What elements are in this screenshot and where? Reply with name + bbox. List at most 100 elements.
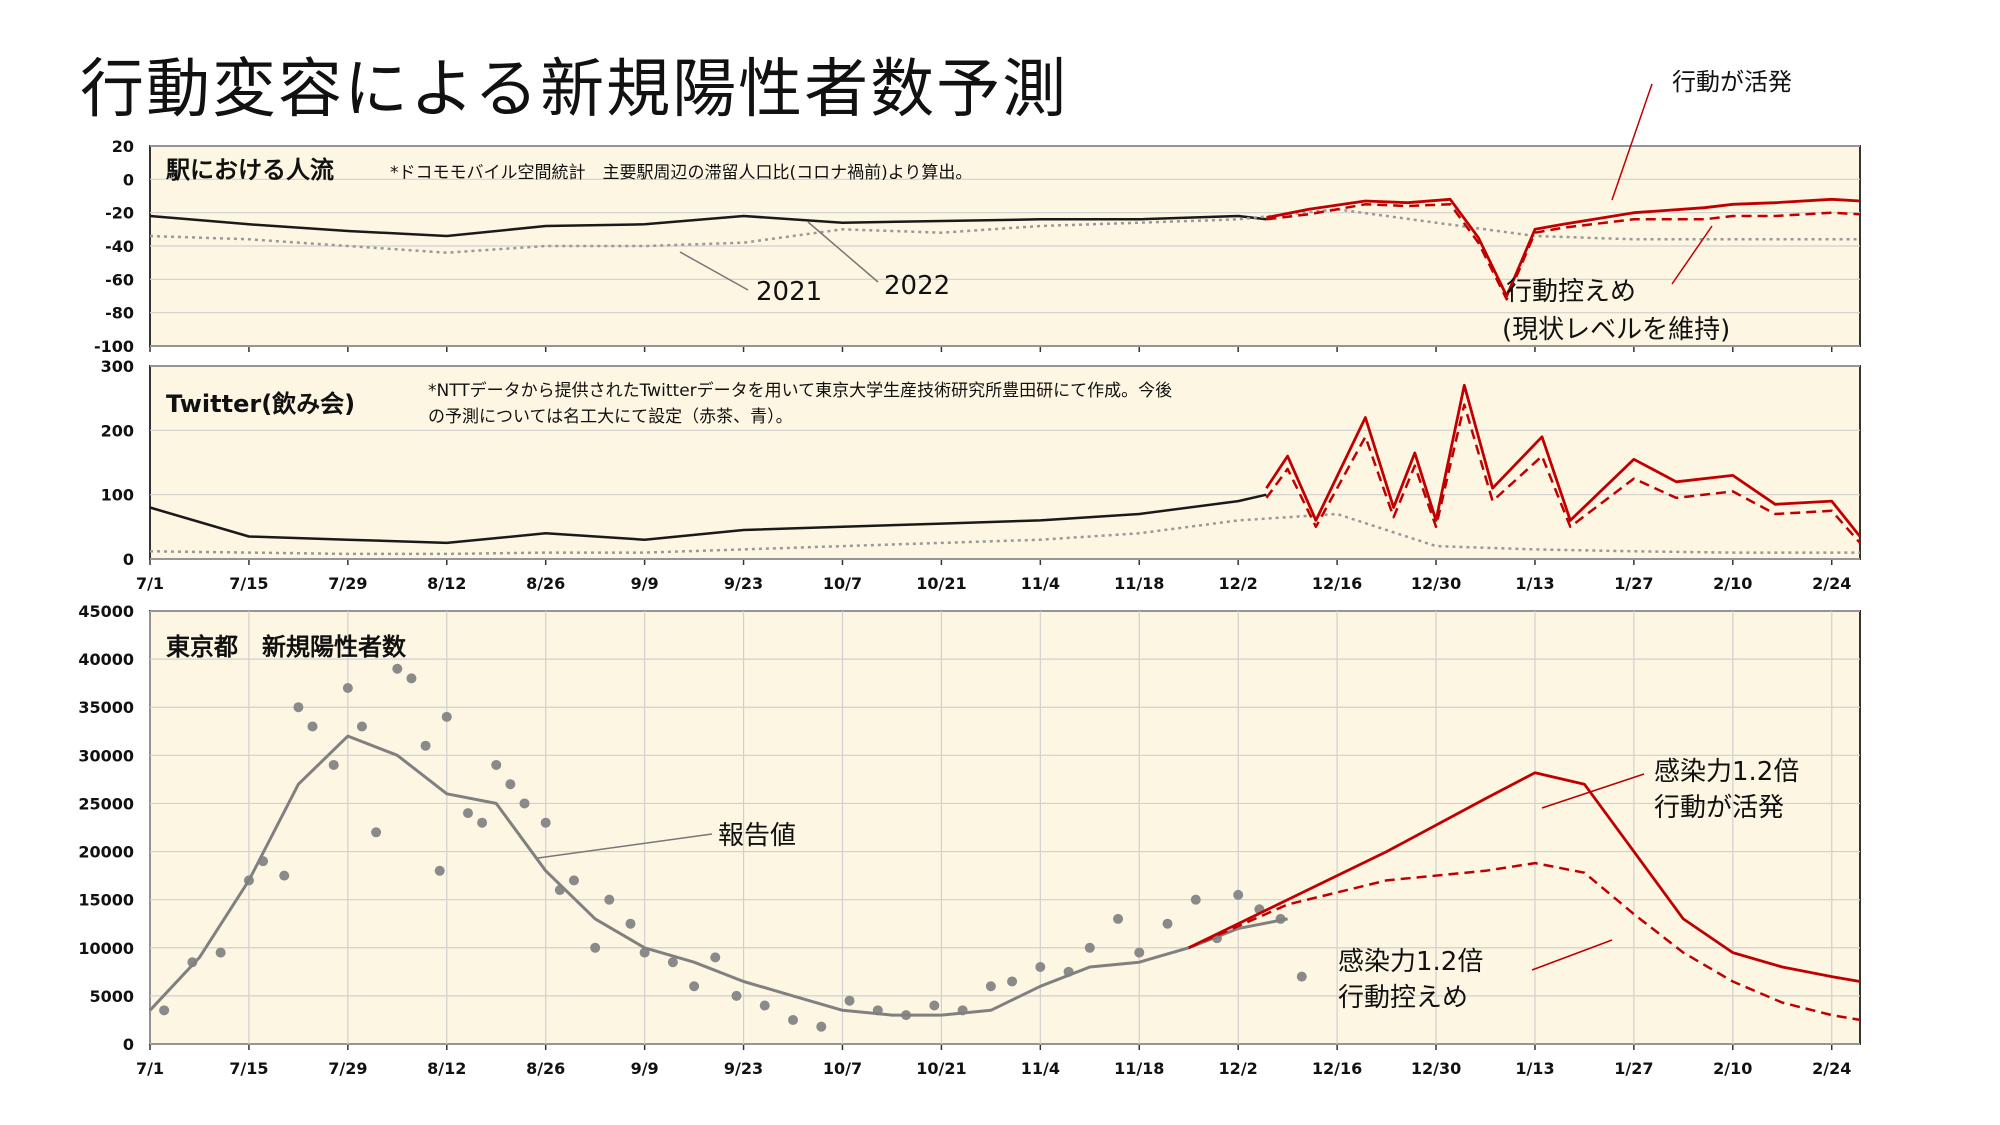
case-point — [420, 740, 431, 751]
case-point — [1296, 971, 1307, 982]
x-tick-label: 2/24 — [1812, 1059, 1851, 1078]
x-tick-label: 12/30 — [1411, 1059, 1461, 1078]
x-tick-label: 10/7 — [823, 1059, 862, 1078]
y-tick-label: 200 — [101, 421, 134, 440]
series-line-forecast-dashed — [1266, 203, 1861, 301]
case-point — [505, 779, 516, 790]
case-point — [625, 918, 636, 929]
case-point — [540, 817, 551, 828]
x-tick-label: 1/27 — [1614, 574, 1653, 593]
case-point — [1007, 976, 1018, 987]
case-point — [187, 957, 198, 968]
twitter-y-ticks: 300 200 100 0 — [101, 357, 134, 569]
label-restrained-case-2: 行動控えめ — [1338, 983, 1468, 1013]
label-active: 行動が活発 — [1672, 68, 1792, 96]
mobility-panel-title: 駅における人流 — [166, 156, 334, 184]
x-tick-label: 7/29 — [328, 574, 367, 593]
case-point — [731, 990, 742, 1001]
case-point — [477, 817, 488, 828]
x-tick-label: 11/18 — [1114, 574, 1164, 593]
series-line-previous_year — [149, 512, 1860, 556]
case-point — [441, 711, 452, 722]
x-tick-label: 10/7 — [823, 574, 862, 593]
case-point — [307, 721, 318, 732]
y-tick-label: 40000 — [78, 650, 134, 669]
x-tick-label: 8/12 — [427, 1059, 466, 1078]
x-tick-label: 8/26 — [526, 574, 565, 593]
x-tick-label: 12/16 — [1312, 574, 1362, 593]
y-tick-label: 30000 — [78, 746, 134, 765]
y-tick-label: 0 — [123, 1035, 134, 1054]
x-tick-label: 7/15 — [229, 574, 268, 593]
case-point — [667, 957, 678, 968]
main-title: 行動変容による新規陽性者数予測 — [80, 53, 1069, 127]
label-restrained-2: (現状レベルを維持) — [1502, 315, 1730, 345]
x-tick-label: 10/21 — [916, 574, 966, 593]
x-tick-label: 9/9 — [631, 1059, 659, 1078]
y-tick-label: 15000 — [78, 891, 134, 910]
case-point — [491, 759, 502, 770]
cases-x-labels: 7/1 7/15 7/29 8/12 8/26 9/9 9/23 10/7 10/21 11/4 1… — [136, 1059, 1851, 1078]
x-tick-label: 7/15 — [229, 1059, 268, 1078]
case-point — [568, 875, 579, 886]
case-point — [1162, 918, 1173, 929]
label-active-case-2: 行動が活発 — [1654, 793, 1784, 823]
x-tick-label: 1/13 — [1515, 1059, 1554, 1078]
y-tick-label: 10000 — [78, 939, 134, 958]
case-point — [279, 870, 290, 881]
label-restrained: 行動控えめ — [1506, 277, 1636, 307]
mobility-annotations: 2021 2022 行動が活発 行動控えめ (現状レベルを維持) — [679, 68, 1792, 345]
case-point — [342, 682, 353, 693]
x-tick-label: 12/30 — [1411, 574, 1461, 593]
case-point — [1190, 894, 1201, 905]
x-tick-label: 2/24 — [1812, 574, 1851, 593]
cases-panel: 45000 40000 35000 30000 25000 20000 15000 10000… — [78, 602, 1861, 1054]
twitter-panel-bg — [149, 365, 1861, 560]
twitter-series — [149, 383, 1862, 556]
y-tick-label: 100 — [101, 486, 134, 505]
series-line-observed — [149, 214, 1267, 238]
twitter-panel-title: Twitter(飲み会) — [166, 390, 355, 418]
y-tick-label: -20 — [105, 204, 134, 223]
case-point — [434, 865, 445, 876]
cases-annotations: 報告値 感染力1.2倍 行動が活発 感染力1.2倍 行動控えめ — [537, 757, 1799, 1013]
cases-panel-title: 東京都 新規陽性者数 — [166, 633, 407, 661]
case-point — [604, 894, 615, 905]
y-tick-label: 45000 — [78, 602, 134, 621]
cases-points — [159, 663, 1307, 1032]
y-tick-label: -80 — [105, 304, 134, 323]
x-tick-label: 2/10 — [1713, 1059, 1752, 1078]
y-tick-label: -100 — [94, 337, 134, 356]
case-point — [1134, 947, 1145, 958]
x-tick-label: 9/23 — [724, 574, 763, 593]
leader-active-case — [1541, 773, 1645, 809]
x-tick-label: 12/2 — [1219, 1059, 1258, 1078]
cases-series — [148, 734, 1861, 1022]
x-tick-label: 7/1 — [136, 574, 164, 593]
mobility-grid — [149, 145, 1860, 352]
x-tick-label: 2/10 — [1713, 574, 1752, 593]
y-tick-label: -40 — [105, 237, 134, 256]
twitter-panel: 300 200 100 0 Twitter(飲み会) *NTTデータから提供されたTw… — [101, 357, 1862, 569]
x-tick-label: 10/21 — [916, 1059, 966, 1078]
case-point — [371, 827, 382, 838]
case-point — [590, 942, 601, 953]
x-tick-label: 12/2 — [1219, 574, 1258, 593]
leader-restrained — [1671, 225, 1713, 285]
case-point — [1035, 962, 1046, 973]
twitter-x-labels: 7/1 7/15 7/29 8/12 8/26 9/9 9/23 10/7 10/21 11/4 1… — [136, 574, 1851, 593]
case-point — [844, 995, 855, 1006]
label-active-case-1: 感染力1.2倍 — [1654, 757, 1799, 787]
x-tick-label: 1/13 — [1515, 574, 1554, 593]
y-tick-label: 5000 — [89, 987, 134, 1006]
x-tick-label: 8/26 — [526, 1059, 565, 1078]
y-tick-label: 300 — [101, 357, 134, 376]
case-point — [328, 759, 339, 770]
twitter-note-line-2: の予測については名工大にて設定（赤茶、青）。 — [428, 407, 793, 427]
twitter-grid — [149, 365, 1860, 565]
y-tick-label: 35000 — [78, 698, 134, 717]
x-tick-label: 12/16 — [1312, 1059, 1362, 1078]
series-line-forecast-solid — [1265, 383, 1862, 538]
x-tick-label: 8/12 — [427, 574, 466, 593]
